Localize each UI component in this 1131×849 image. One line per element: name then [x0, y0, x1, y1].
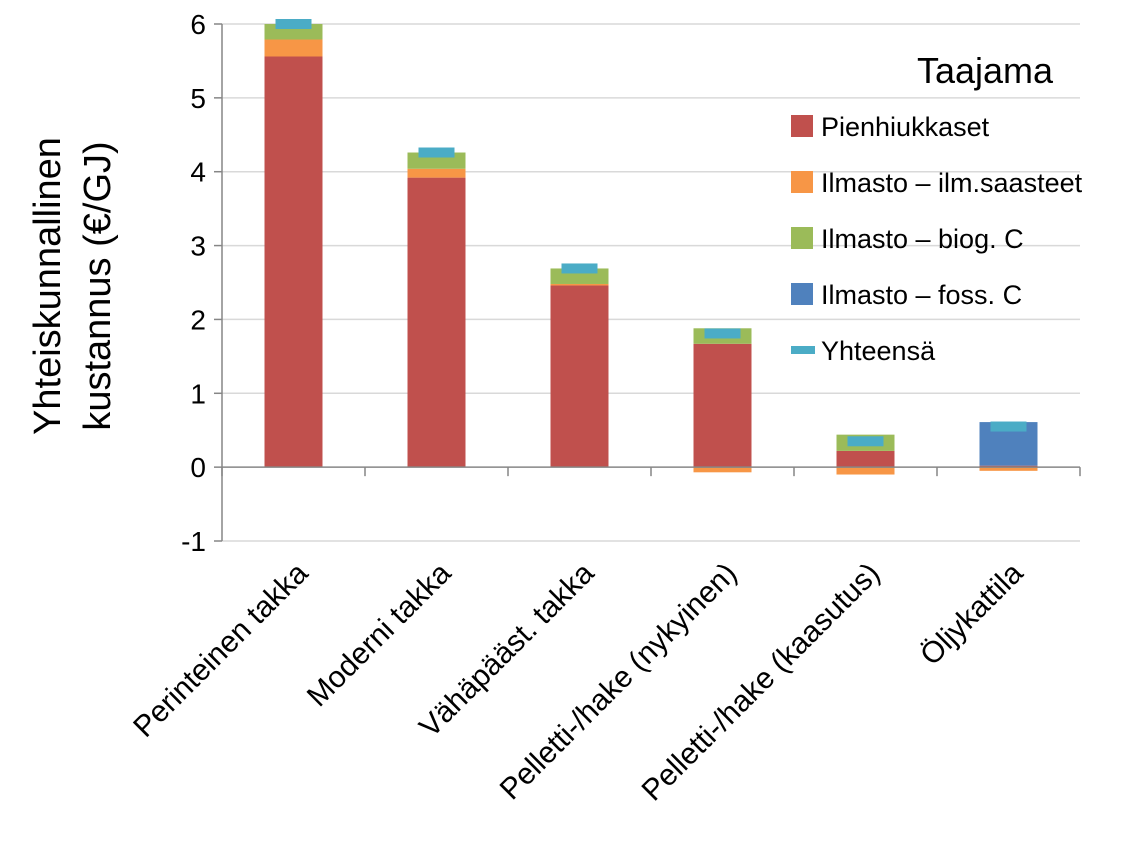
- bar-segment: [693, 343, 752, 468]
- x-category-label: Perinteinen takka: [127, 556, 314, 743]
- axes: [214, 23, 1081, 542]
- total-marker: [990, 421, 1027, 432]
- y-axis-title-line: Yhteiskunnallinen: [27, 137, 69, 435]
- legend-swatch: [791, 227, 813, 249]
- bar-segment: [550, 283, 609, 286]
- legend: Taajama Pienhiukkaset Ilmasto – ilm.saaste…: [791, 50, 1083, 366]
- legend-swatch-total: [791, 346, 815, 354]
- bar-segment: [836, 450, 895, 468]
- x-category-label: Öljykattila: [914, 556, 1030, 672]
- legend-label: Ilmasto – biog. C: [821, 224, 1024, 254]
- bar-segment: [264, 39, 323, 57]
- y-tick-label: 5: [190, 83, 206, 114]
- total-marker: [704, 328, 741, 339]
- y-tick-label: -1: [181, 526, 206, 557]
- y-axis-title: Yhteiskunnallinen kustannus (€/GJ): [27, 137, 119, 435]
- y-tick-label: 3: [190, 231, 206, 262]
- total-marker: [561, 263, 598, 274]
- x-category-label: Pelletti-/hake (kaasutus): [636, 557, 887, 808]
- bar-segment: [264, 56, 323, 468]
- legend-label: Ilmasto – ilm.saasteet: [821, 168, 1083, 198]
- bar-segment: [407, 177, 466, 468]
- bar-segment: [693, 467, 752, 473]
- y-axis-title-line: kustannus (€/GJ): [77, 141, 119, 430]
- y-tick-label: 6: [190, 9, 206, 40]
- bars: [264, 19, 1038, 475]
- legend-label: Pienhiukkaset: [821, 112, 990, 142]
- y-tick-label: 2: [190, 304, 206, 335]
- total-marker: [847, 436, 884, 447]
- legend-swatch: [791, 171, 813, 193]
- bar-segment: [836, 467, 895, 475]
- y-tick-label: 4: [190, 157, 206, 188]
- legend-label: Ilmasto – foss. C: [821, 280, 1022, 310]
- legend-title: Taajama: [917, 50, 1054, 91]
- legend-label: Yhteensä: [821, 336, 936, 366]
- legend-swatch: [791, 283, 813, 305]
- y-tick-label: 0: [190, 452, 206, 483]
- bar-segment: [550, 285, 609, 468]
- legend-swatch: [791, 115, 813, 137]
- total-marker: [418, 147, 455, 158]
- x-category-label: Moderni takka: [301, 556, 458, 713]
- total-marker: [275, 19, 312, 29]
- bar-segment: [979, 467, 1038, 471]
- bar-segment: [407, 168, 466, 178]
- y-tick-label: 1: [190, 378, 206, 409]
- gridlines: [222, 23, 1080, 542]
- x-category-label: Pelletti-/hake (nykyinen): [494, 557, 744, 807]
